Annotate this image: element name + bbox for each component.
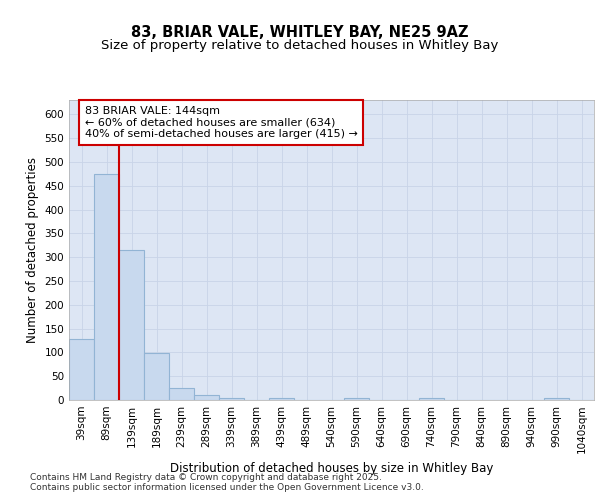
- Bar: [94, 174, 119, 400]
- Text: Size of property relative to detached houses in Whitley Bay: Size of property relative to detached ho…: [101, 38, 499, 52]
- Text: Contains HM Land Registry data © Crown copyright and database right 2025.
Contai: Contains HM Land Registry data © Crown c…: [30, 473, 424, 492]
- Bar: [219, 398, 244, 400]
- Bar: [194, 395, 219, 400]
- Bar: [544, 398, 569, 400]
- Bar: [419, 398, 444, 400]
- Text: 83, BRIAR VALE, WHITLEY BAY, NE25 9AZ: 83, BRIAR VALE, WHITLEY BAY, NE25 9AZ: [131, 25, 469, 40]
- Y-axis label: Number of detached properties: Number of detached properties: [26, 157, 39, 343]
- Bar: [119, 250, 144, 400]
- X-axis label: Distribution of detached houses by size in Whitley Bay: Distribution of detached houses by size …: [170, 462, 493, 474]
- Bar: [269, 398, 294, 400]
- Bar: [144, 354, 169, 400]
- Bar: [344, 398, 369, 400]
- Bar: [169, 388, 194, 400]
- Bar: [69, 339, 94, 400]
- Text: 83 BRIAR VALE: 144sqm
← 60% of detached houses are smaller (634)
40% of semi-det: 83 BRIAR VALE: 144sqm ← 60% of detached …: [85, 106, 358, 139]
